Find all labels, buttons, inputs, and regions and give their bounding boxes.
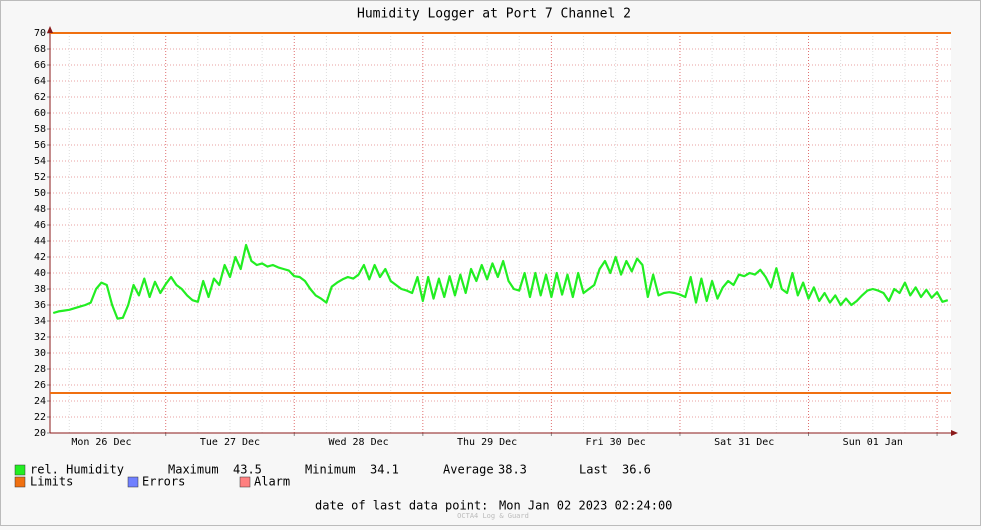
footer-date: Mon Jan 02 2023 02:24:00 (499, 499, 672, 513)
stat-label: Last (579, 463, 608, 477)
chart-title: Humidity Logger at Port 7 Channel 2 (357, 7, 631, 22)
x-tick-label: Mon 26 Dec (71, 437, 131, 448)
stat-value: 38.3 (498, 463, 527, 477)
legend-label: Limits (30, 475, 73, 489)
y-tick-label: 34 (34, 316, 46, 327)
x-tick-label: Thu 29 Dec (457, 437, 517, 448)
x-tick-label: Wed 28 Dec (328, 437, 388, 448)
y-tick-label: 22 (34, 412, 46, 423)
y-tick-label: 26 (34, 380, 46, 391)
stat-value: 36.6 (622, 463, 651, 477)
y-tick-label: 40 (34, 268, 46, 279)
stat-value: 34.1 (370, 463, 399, 477)
y-tick-label: 48 (34, 204, 46, 215)
data-line (52, 243, 949, 320)
y-arrow (47, 26, 53, 33)
y-tick-label: 64 (34, 76, 46, 87)
y-tick-label: 58 (34, 124, 46, 135)
y-tick-label: 68 (34, 44, 46, 55)
stat-label: Minimum (305, 463, 356, 477)
legend-label: Errors (142, 475, 185, 489)
y-tick-label: 44 (34, 236, 46, 247)
y-tick-label: 36 (34, 300, 46, 311)
y-tick-label: 38 (34, 284, 46, 295)
y-tick-label: 50 (34, 188, 46, 199)
y-tick-label: 66 (34, 60, 46, 71)
y-tick-label: 24 (34, 396, 46, 407)
x-tick-label: Sun 01 Jan (843, 437, 903, 448)
plot-area (50, 33, 951, 433)
y-tick-label: 20 (34, 428, 46, 439)
y-tick-label: 54 (34, 156, 46, 167)
x-tick-label: Fri 30 Dec (586, 437, 646, 448)
x-tick-label: Sat 31 Dec (714, 437, 774, 448)
y-tick-label: 60 (34, 108, 46, 119)
y-tick-label: 70 (34, 28, 46, 39)
grid: 20 22 24 26 28 30 32 34 36 38 40 42 44 46 48 50 52 54 56 58… (34, 28, 951, 448)
footer-label: date of last data point: (315, 499, 488, 513)
x-arrow (951, 430, 958, 436)
marks (50, 32, 951, 394)
y-tick-label: 46 (34, 220, 46, 231)
y-tick-label: 42 (34, 252, 46, 263)
legend-swatch (14, 464, 26, 476)
stat-value: 43.5 (233, 463, 262, 477)
x-tick-label: Tue 27 Dec (200, 437, 260, 448)
legend-label: Alarm (254, 475, 290, 489)
y-tick-label: 32 (34, 332, 46, 343)
watermark: OCTA4 Log & Guard (457, 512, 529, 520)
y-tick-label: 30 (34, 348, 46, 359)
legend-swatch (239, 476, 251, 488)
y-tick-label: 62 (34, 92, 46, 103)
legend-label: rel. Humidity (30, 463, 124, 477)
y-tick-label: 28 (34, 364, 46, 375)
legend-swatch (14, 476, 26, 488)
stat-label: Average (443, 463, 494, 477)
y-tick-label: 52 (34, 172, 46, 183)
legend-swatch (127, 476, 139, 488)
y-tick-label: 56 (34, 140, 46, 151)
stat-label: Maximum (168, 463, 219, 477)
